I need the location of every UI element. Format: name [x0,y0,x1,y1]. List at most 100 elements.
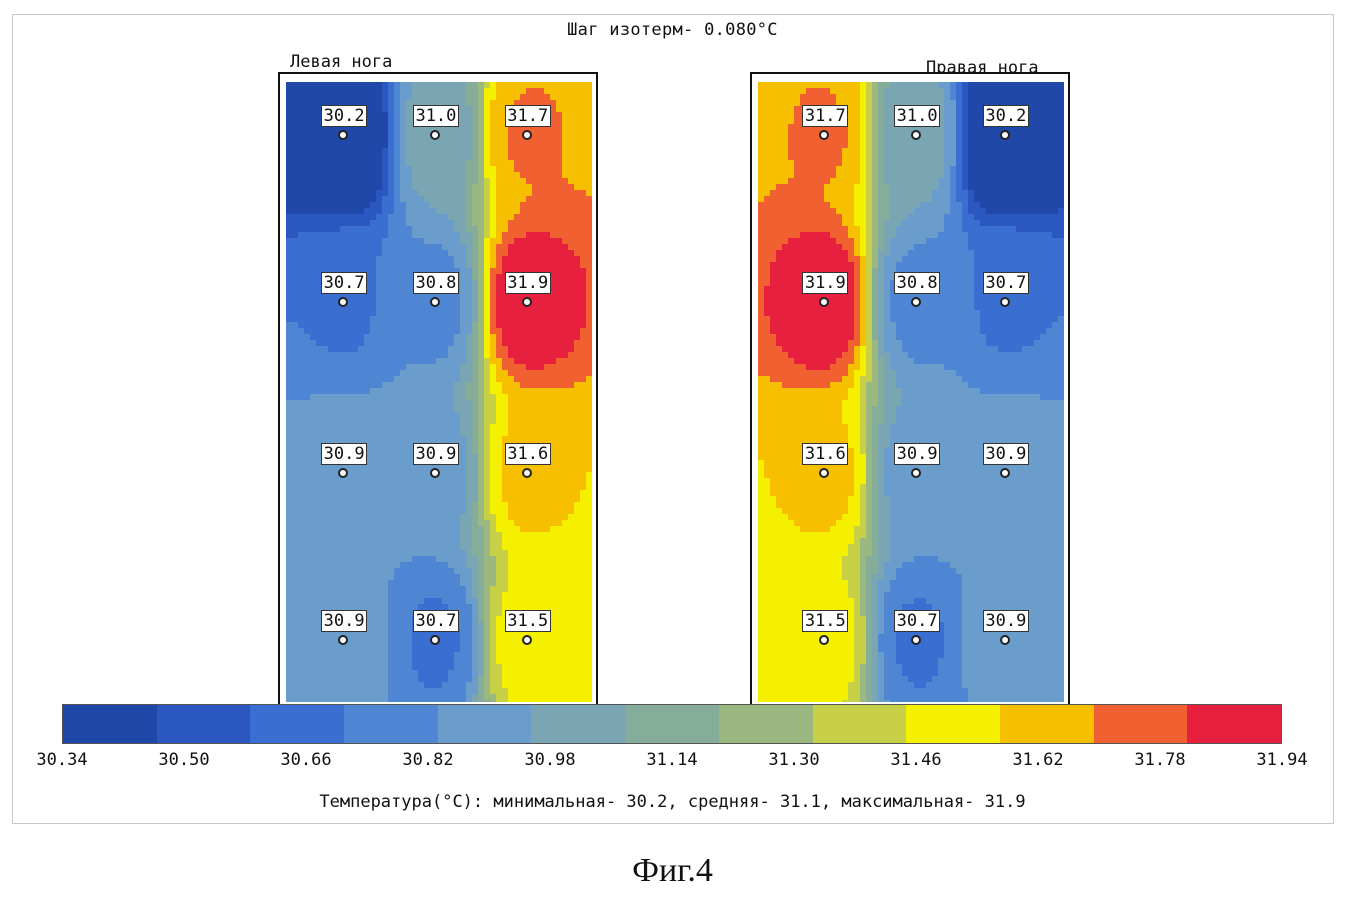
heatmap-cell [394,250,401,257]
heatmap-cell [400,190,407,197]
heatmap-cell [532,250,539,257]
heatmap-cell [358,502,365,509]
heatmap-cell [292,316,299,323]
heatmap-cell [562,394,569,401]
heatmap-cell [376,592,383,599]
heatmap-cell [358,172,365,179]
heatmap-cell [436,226,443,233]
heatmap-cell [448,316,455,323]
heatmap-cell [538,220,545,227]
heatmap-cell [358,412,365,419]
heatmap-cell [382,232,389,239]
heatmap-cell [568,598,575,605]
heatmap-cell [352,418,359,425]
heatmap-cell [514,424,521,431]
heatmap-cell [562,400,569,407]
heatmap-cell [496,106,503,113]
heatmap-cell [298,496,305,503]
heatmap-cell [400,82,407,89]
heatmap-cell [376,502,383,509]
heatmap-cell [478,316,485,323]
heatmap-cell [286,232,293,239]
heatmap-cell [286,124,293,131]
heatmap-cell [286,238,293,245]
heatmap-cell [436,490,443,497]
heatmap-cell [454,238,461,245]
heatmap-cell [496,484,503,491]
heatmap-cell [508,526,515,533]
heatmap-cell [472,646,479,653]
heatmap-cell [520,184,527,191]
heatmap-cell [388,172,395,179]
heatmap-cell [328,172,335,179]
heatmap-cell [370,550,377,557]
heatmap-cell [370,592,377,599]
heatmap-cell [550,178,557,185]
heatmap-cell [310,106,317,113]
heatmap-cell [520,82,527,89]
heatmap-cell [370,430,377,437]
heatmap-cell [340,526,347,533]
heatmap-cell [322,238,329,245]
heatmap-cell [346,166,353,173]
heatmap-cell [484,376,491,383]
heatmap-cell [514,382,521,389]
heatmap-cell [382,94,389,101]
heatmap-cell [418,412,425,419]
heatmap-cell [346,592,353,599]
heatmap-cell [580,106,587,113]
heatmap-cell [460,154,467,161]
heatmap-cell [394,190,401,197]
heatmap-cell [478,520,485,527]
heatmap-cell [388,226,395,233]
heatmap-cell [550,658,557,665]
heatmap-cell [352,496,359,503]
heatmap-cell [316,232,323,239]
heatmap-cell [400,232,407,239]
heatmap-cell [520,220,527,227]
heatmap-cell [568,106,575,113]
heatmap-cell [472,166,479,173]
heatmap-cell [484,334,491,341]
heatmap-cell [292,418,299,425]
heatmap-cell [562,166,569,173]
heatmap-cell [370,172,377,179]
heatmap-cell [556,358,563,365]
heatmap-cell [436,334,443,341]
heatmap-cell [514,196,521,203]
heatmap-cell [568,142,575,149]
heatmap-cell [454,556,461,563]
heatmap-cell [556,580,563,587]
heatmap-cell [502,232,509,239]
heatmap-cell [538,262,545,269]
heatmap-cell [454,340,461,347]
heatmap-cell [478,538,485,545]
heatmap-cell [478,640,485,647]
heatmap-cell [490,286,497,293]
heatmap-cell [532,562,539,569]
heatmap-cell [292,592,299,599]
heatmap-cell [472,316,479,323]
heatmap-cell [556,484,563,491]
heatmap-cell [304,640,311,647]
heatmap-cell [382,382,389,389]
heatmap-cell [292,226,299,233]
heatmap-cell [298,352,305,359]
heatmap-cell [496,394,503,401]
heatmap-cell [442,196,449,203]
heatmap-cell [418,436,425,443]
heatmap-cell [400,220,407,227]
heatmap-cell [586,472,592,479]
heatmap-cell [424,388,431,395]
heatmap-cell [418,574,425,581]
heatmap-cell [502,226,509,233]
heatmap-cell [490,370,497,377]
heatmap-cell [556,538,563,545]
heatmap-cell [340,94,347,101]
heatmap-cell [298,250,305,257]
heatmap-cell [490,292,497,299]
heatmap-cell [394,436,401,443]
heatmap-cell [286,310,293,317]
heatmap-cell [508,376,515,383]
heatmap-cell [364,436,371,443]
